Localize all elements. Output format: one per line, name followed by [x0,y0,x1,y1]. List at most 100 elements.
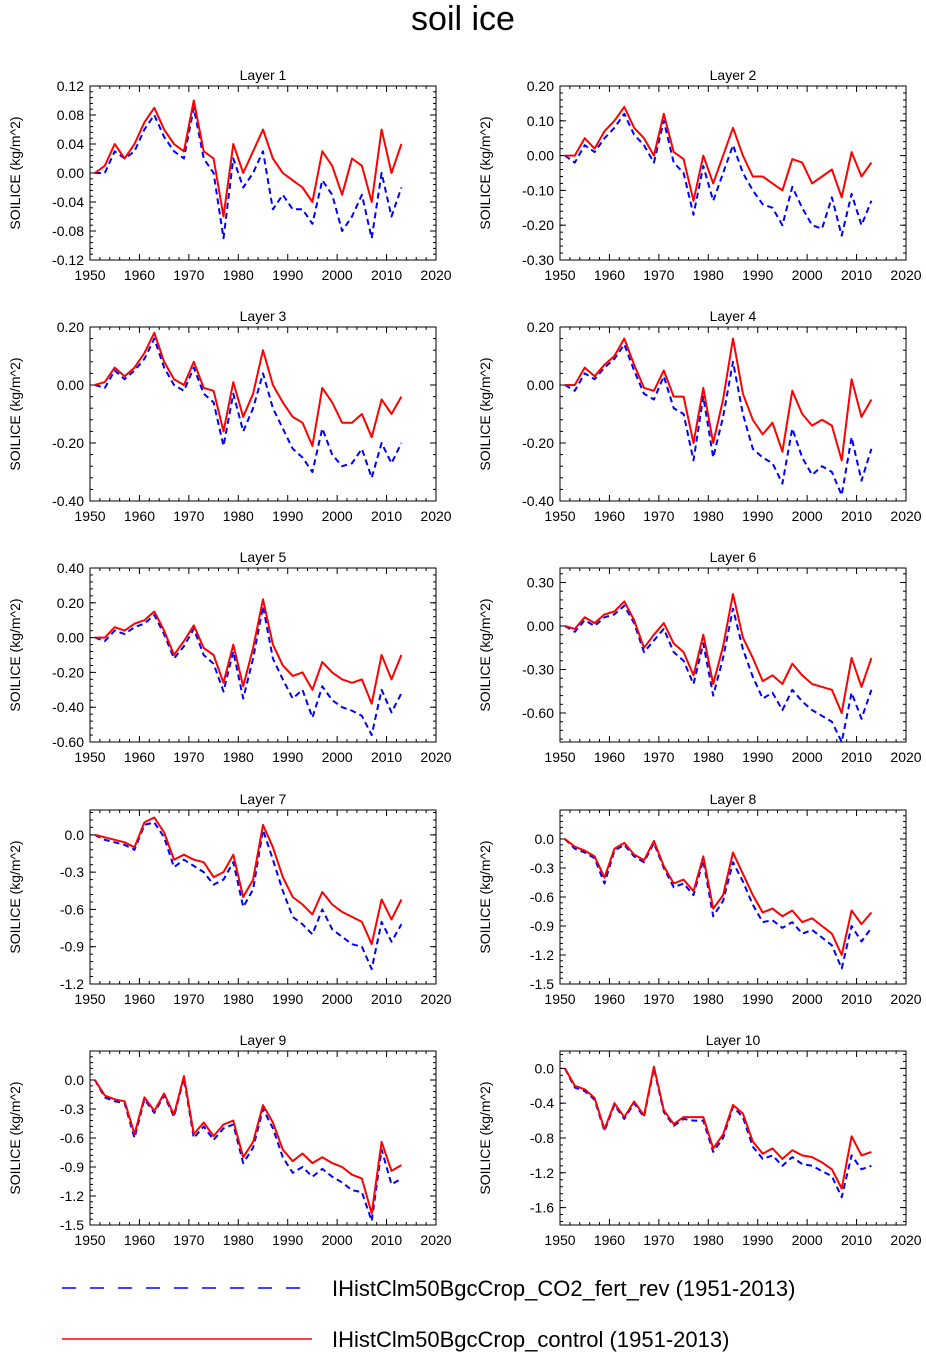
x-tick-label: 1950 [544,508,575,524]
x-tick-label: 1960 [124,1232,155,1248]
x-tick-label: 1990 [742,508,773,524]
y-axis-label: SOILICE (kg/m^2) [477,1081,493,1194]
x-tick-label: 1980 [223,267,254,283]
y-tick-label: 0.20 [527,78,554,94]
x-tick-label: 1950 [544,267,575,283]
x-tick-label: 1960 [124,991,155,1007]
y-tick-label: -0.40 [522,493,554,509]
x-tick-label: 1960 [594,267,625,283]
y-tick-label: -0.9 [530,918,554,934]
y-tick-label: -0.40 [52,493,84,509]
y-tick-label: -0.9 [60,939,84,955]
series-line-co2-fert-rev [94,106,403,240]
panel-layer-10: Layer 10 1950 1960 1970 1980 1990 2000 2010 2020… [477,1032,922,1248]
x-tick-label: 2000 [322,267,353,283]
x-tick-label: 1980 [693,991,724,1007]
x-tick-label: 1950 [74,991,105,1007]
y-axis-label: SOILICE (kg/m^2) [477,116,493,229]
x-tick-label: 2010 [371,508,402,524]
x-tick-label: 1990 [742,749,773,765]
panel-title: Layer 6 [710,549,757,565]
plot-frame [559,1050,907,1226]
plot-frame [559,326,907,502]
x-tick-label: 2010 [841,508,872,524]
y-tick-label: -0.30 [522,252,554,268]
y-tick-label: 0.00 [527,148,554,164]
y-tick-label: -0.3 [530,860,554,876]
legend-label-control: IHistClm50BgcCrop_control (1951-2013) [332,1327,729,1352]
plot-frame [89,809,437,985]
x-tick-label: 1980 [693,749,724,765]
x-tick-label: 1970 [643,991,674,1007]
x-tick-label: 2010 [371,267,402,283]
x-tick-label: 2010 [371,749,402,765]
y-tick-label: -0.8 [530,1130,554,1146]
y-tick-label: 0.00 [527,618,554,634]
x-tick-label: 2020 [890,508,921,524]
y-tick-label: -1.2 [60,976,84,992]
y-tick-label: 0.0 [535,831,555,847]
x-tick-label: 1980 [693,1232,724,1248]
series-line-co2-fert-rev [564,112,873,237]
x-tick-label: 1990 [742,267,773,283]
y-tick-label: -1.2 [530,1165,554,1181]
x-tick-label: 1980 [223,508,254,524]
y-tick-label: 0.0 [535,1060,555,1076]
series-line-control [94,816,403,946]
x-tick-label: 2000 [322,1232,353,1248]
x-tick-label: 1960 [594,749,625,765]
x-tick-label: 1970 [643,267,674,283]
panel-title: Layer 1 [240,67,287,83]
panel-layer-2: Layer 2 1950 1960 1970 1980 1990 2000 2010 2020 -… [477,67,922,283]
panel-title: Layer 2 [710,67,757,83]
x-tick-label: 2000 [322,749,353,765]
x-tick-label: 1960 [124,749,155,765]
y-tick-label: -0.04 [52,194,84,210]
y-tick-label: -0.6 [60,1130,84,1146]
y-tick-label: 0.20 [57,319,84,335]
y-tick-label: -0.40 [52,699,84,715]
panel-layer-4: Layer 4 1950 1960 1970 1980 1990 2000 2010 2020 -… [477,308,922,524]
x-tick-label: 1990 [272,749,303,765]
x-tick-label: 2000 [322,991,353,1007]
plot-frame [559,85,907,261]
panel-layer-1: Layer 1 1950 1960 1970 1980 1990 2000 2010 2020 -… [7,67,452,283]
series-line-co2-fert-rev [94,821,403,971]
legend: IHistClm50BgcCrop_CO2_fert_rev (1951-201… [62,1276,795,1352]
panel-title: Layer 5 [240,549,287,565]
y-tick-label: -1.2 [60,1188,84,1204]
x-tick-label: 2000 [792,508,823,524]
y-tick-label: -0.6 [60,901,84,917]
y-tick-label: 0.20 [57,595,84,611]
y-tick-label: 0.08 [57,107,84,123]
y-tick-label: 0.0 [65,827,85,843]
y-tick-label: 0.00 [527,377,554,393]
y-axis-label: SOILICE (kg/m^2) [7,1081,23,1194]
x-tick-label: 1980 [223,991,254,1007]
x-tick-label: 1960 [124,508,155,524]
x-tick-label: 1960 [594,991,625,1007]
plot-frame [89,1050,437,1226]
series-line-control [94,99,403,218]
x-tick-label: 2020 [420,508,451,524]
x-tick-label: 1980 [223,1232,254,1248]
series-line-co2-fert-rev [94,1077,402,1223]
y-tick-label: -1.6 [530,1200,554,1216]
legend-label-co2-fert-rev: IHistClm50BgcCrop_CO2_fert_rev (1951-201… [332,1276,795,1301]
x-tick-label: 2000 [792,749,823,765]
y-tick-label: 0.10 [527,113,554,129]
series-line-co2-fert-rev [564,343,873,497]
x-tick-label: 2010 [841,267,872,283]
x-tick-label: 2010 [841,991,872,1007]
x-tick-label: 2020 [420,267,451,283]
x-tick-label: 1950 [74,267,105,283]
y-tick-label: -1.5 [60,1217,84,1233]
x-tick-label: 2000 [792,1232,823,1248]
plot-frame [89,85,437,261]
plot-frame [89,326,437,502]
y-tick-label: -0.60 [52,734,84,750]
plot-frame [559,567,907,743]
y-tick-label: 0.0 [65,1072,85,1088]
y-tick-label: -0.20 [52,664,84,680]
